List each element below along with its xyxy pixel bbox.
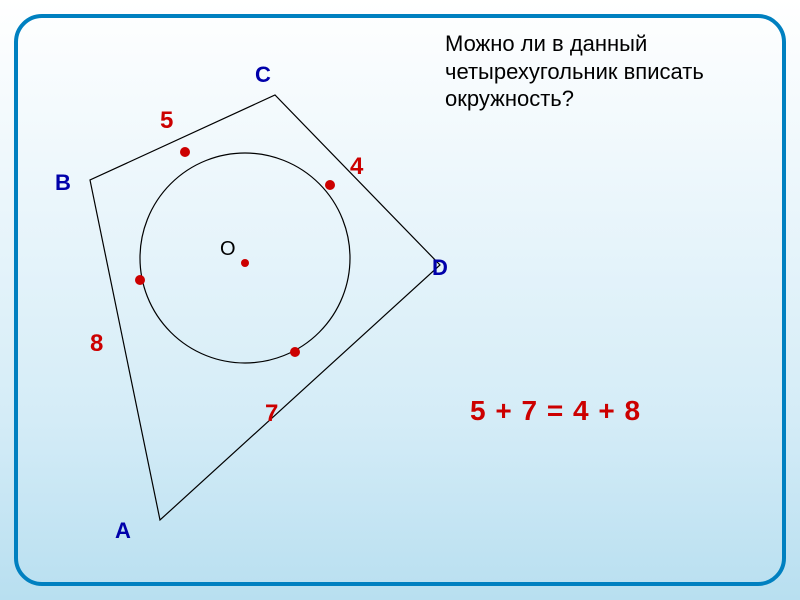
inscribed-circle bbox=[140, 153, 350, 363]
side-label-ab: 8 bbox=[90, 330, 103, 358]
side-label-bc: 5 bbox=[160, 107, 173, 135]
tangent-point bbox=[135, 275, 145, 285]
tangent-point bbox=[180, 147, 190, 157]
center-label: O bbox=[220, 238, 236, 261]
vertex-label-c: C bbox=[255, 62, 271, 88]
quadrilateral bbox=[90, 95, 440, 520]
equation-text: 5 + 7 = 4 + 8 bbox=[470, 395, 641, 427]
vertex-label-d: D bbox=[432, 255, 448, 281]
geometry-diagram: O A B C D 5 4 7 8 bbox=[40, 40, 460, 560]
vertex-label-b: B bbox=[55, 170, 71, 196]
vertex-label-a: A bbox=[115, 518, 131, 544]
center-point bbox=[241, 259, 249, 267]
tangent-point bbox=[325, 180, 335, 190]
side-label-ad: 7 bbox=[265, 400, 278, 428]
question-text: Можно ли в данный четырехугольник вписат… bbox=[445, 30, 765, 113]
tangent-point bbox=[290, 347, 300, 357]
side-label-cd: 4 bbox=[350, 153, 363, 181]
diagram-svg bbox=[40, 40, 460, 560]
